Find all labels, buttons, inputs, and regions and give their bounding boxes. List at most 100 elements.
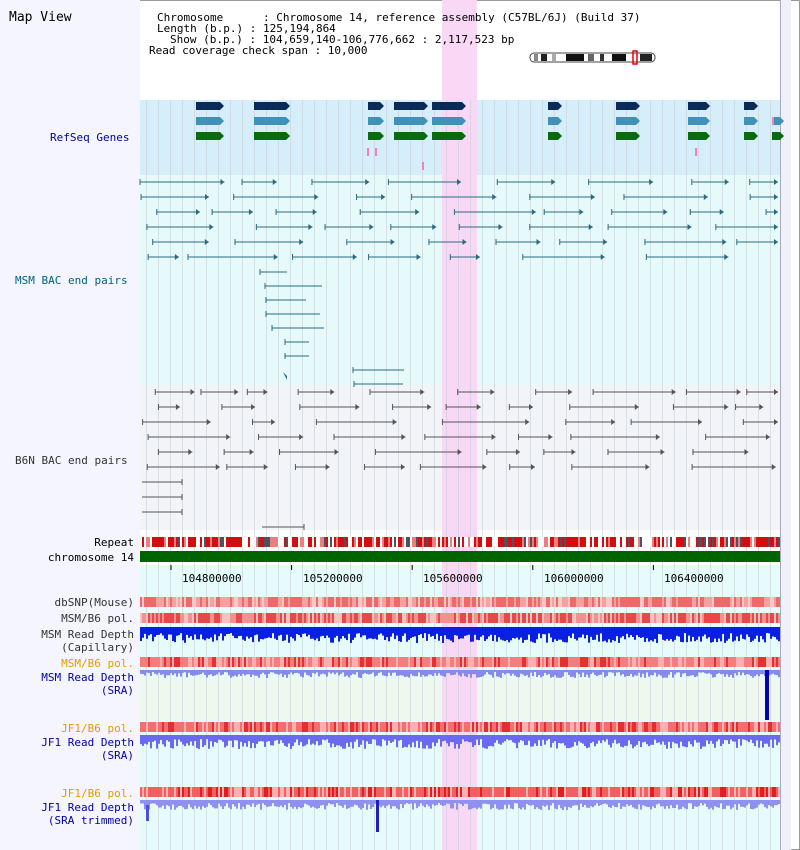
msm-b6-pol-bar	[692, 613, 694, 623]
msm-b6-pol-bar	[606, 613, 608, 623]
jf1-depth-trim-bar	[290, 800, 292, 807]
b6n-bac-pair	[571, 449, 576, 455]
dbsnp-bar	[310, 597, 312, 607]
repeat-block	[624, 537, 626, 547]
msm-depth-sra-bar	[314, 670, 316, 674]
b6n-bac-pair	[175, 404, 180, 410]
msm-depth-sra-bar	[446, 670, 448, 674]
jf1-b6-pol-trim-bar	[686, 787, 688, 797]
jf1-b6-pol-bar	[756, 722, 758, 732]
msm-depth-capillary-bar	[668, 627, 670, 641]
jf1-b6-pol-bar	[262, 722, 264, 732]
jf1-b6-pol-trim-bar	[520, 787, 522, 797]
msm-depth-capillary-bar	[470, 627, 472, 642]
msm-b6-pol-bar	[730, 613, 732, 623]
msm-b6-pol-bar	[536, 613, 538, 623]
jf1-b6-pol-trim-bar	[576, 787, 578, 797]
msm-b6-pol-bar	[292, 613, 294, 623]
dbsnp-bar	[704, 597, 706, 607]
jf1-depth-trim-bar	[652, 800, 654, 807]
repeat-block	[658, 537, 660, 547]
dbsnp-bar	[390, 597, 392, 607]
msm-b6-pol-bar	[414, 613, 416, 623]
msm-b6-pol-sra-bar	[702, 657, 704, 667]
msm-depth-sra-bar	[244, 670, 246, 676]
repeat-block	[230, 537, 232, 547]
msm-depth-sra-bar	[548, 670, 550, 675]
msm-depth-capillary-bar	[624, 627, 626, 640]
jf1-b6-pol-bar	[498, 722, 500, 732]
msm-b6-pol-sra-bar	[664, 657, 666, 667]
msm-depth-sra-bar	[214, 670, 216, 676]
msm-depth-capillary-bar	[388, 627, 390, 642]
msm-b6-pol-bar	[402, 613, 404, 623]
msm-depth-sra-bar	[422, 670, 424, 675]
msm-b6-pol-sra-bar	[714, 657, 716, 667]
msm-depth-sra-bar	[602, 670, 604, 673]
msm-bac-label[interactable]: MSM BAC end pairs	[15, 274, 128, 287]
dbsnp-bar	[198, 597, 200, 607]
jf1-b6-pol-bar	[534, 722, 536, 732]
msm-b6-pol-sra-bar	[618, 657, 620, 667]
msm-depth-capillary-bar	[766, 627, 768, 634]
jf1-depth-trim-bar	[762, 800, 764, 805]
jf1-depth-trim-bar	[266, 800, 268, 807]
ideogram-band	[600, 54, 604, 61]
msm-b6-pol-bar	[524, 613, 526, 623]
msm-depth-capillary-bar	[154, 627, 156, 637]
msm-b6-pol-sra-bar	[608, 657, 610, 667]
jf1-depth-sra-bar	[206, 735, 208, 740]
jf1-depth-sra-bar	[260, 735, 262, 742]
msm-b6-pol-sra-bar	[160, 657, 162, 667]
jf1-depth-sra-bar	[426, 735, 428, 746]
jf1-b6-pol-bar	[600, 722, 602, 732]
jf1-b6-pol-bar	[152, 722, 154, 732]
repeat-block	[608, 537, 610, 547]
jf1-b6-pol-bar	[570, 722, 572, 732]
jf1-depth-trim-bar	[744, 800, 746, 808]
refseq-genes-label[interactable]: RefSeq Genes	[50, 131, 130, 144]
msm-b6-pol-bar	[616, 613, 618, 623]
msm-b6-pol-bar	[486, 613, 488, 623]
jf1-depth-trim-bar	[468, 800, 470, 810]
msm-depth-sra-bar	[752, 670, 754, 678]
jf1-b6-pol-bar	[474, 722, 476, 732]
jf1-b6-pol-bar	[468, 722, 470, 732]
b6n-bac-label[interactable]: B6N BAC end pairs	[15, 454, 128, 467]
msm-depth-sra-bar	[290, 670, 292, 673]
msm-depth-capillary-bar	[244, 627, 246, 641]
b6n-bac-pair	[634, 404, 639, 410]
jf1-depth-sra-bar	[140, 735, 142, 745]
msm-b6-pol-sra-bar	[744, 657, 746, 667]
jf1-b6-pol-bar	[432, 722, 434, 732]
msm-b6-pol-bar	[412, 613, 414, 623]
jf1-depth-trim-bar	[620, 800, 622, 809]
jf1-depth-sra-bar	[670, 735, 672, 749]
msm-b6-pol-bar	[698, 613, 700, 623]
msm-b6-pol-sra-bar	[236, 657, 238, 667]
msm-b6-pol-bar	[532, 613, 534, 623]
msm-b6-pol-bar	[732, 613, 734, 623]
jf1-depth-sra-bar	[280, 735, 282, 741]
msm-depth-sra-bar	[704, 670, 706, 674]
dbsnp-bar	[446, 597, 448, 607]
jf1-b6-pol-trim-bar	[380, 787, 382, 797]
jf1-depth-sra-bar	[512, 735, 514, 743]
b6n-bac-pair	[226, 434, 231, 440]
msm-b6-pol-sra-bar	[148, 657, 150, 667]
jf1-b6-pol-bar	[446, 722, 448, 732]
msm-b6-pol-bar	[656, 613, 658, 623]
jf1-depth-sra-bar	[616, 735, 618, 744]
msm-b6-pol-bar	[746, 613, 748, 623]
repeat-block	[746, 537, 748, 547]
msm-b6-pol-bar	[424, 613, 426, 623]
msm-b6-pol-bar	[578, 613, 580, 623]
msm-depth-sra-bar	[322, 670, 324, 674]
msm-bac-pair	[590, 194, 595, 200]
jf1-b6-pol-trim-bar	[742, 787, 744, 797]
msm-depth-sra-bar	[240, 670, 242, 676]
jf1-b6-pol-bar	[384, 722, 386, 732]
repeat-block	[172, 537, 174, 547]
dbsnp-bar	[542, 597, 544, 607]
